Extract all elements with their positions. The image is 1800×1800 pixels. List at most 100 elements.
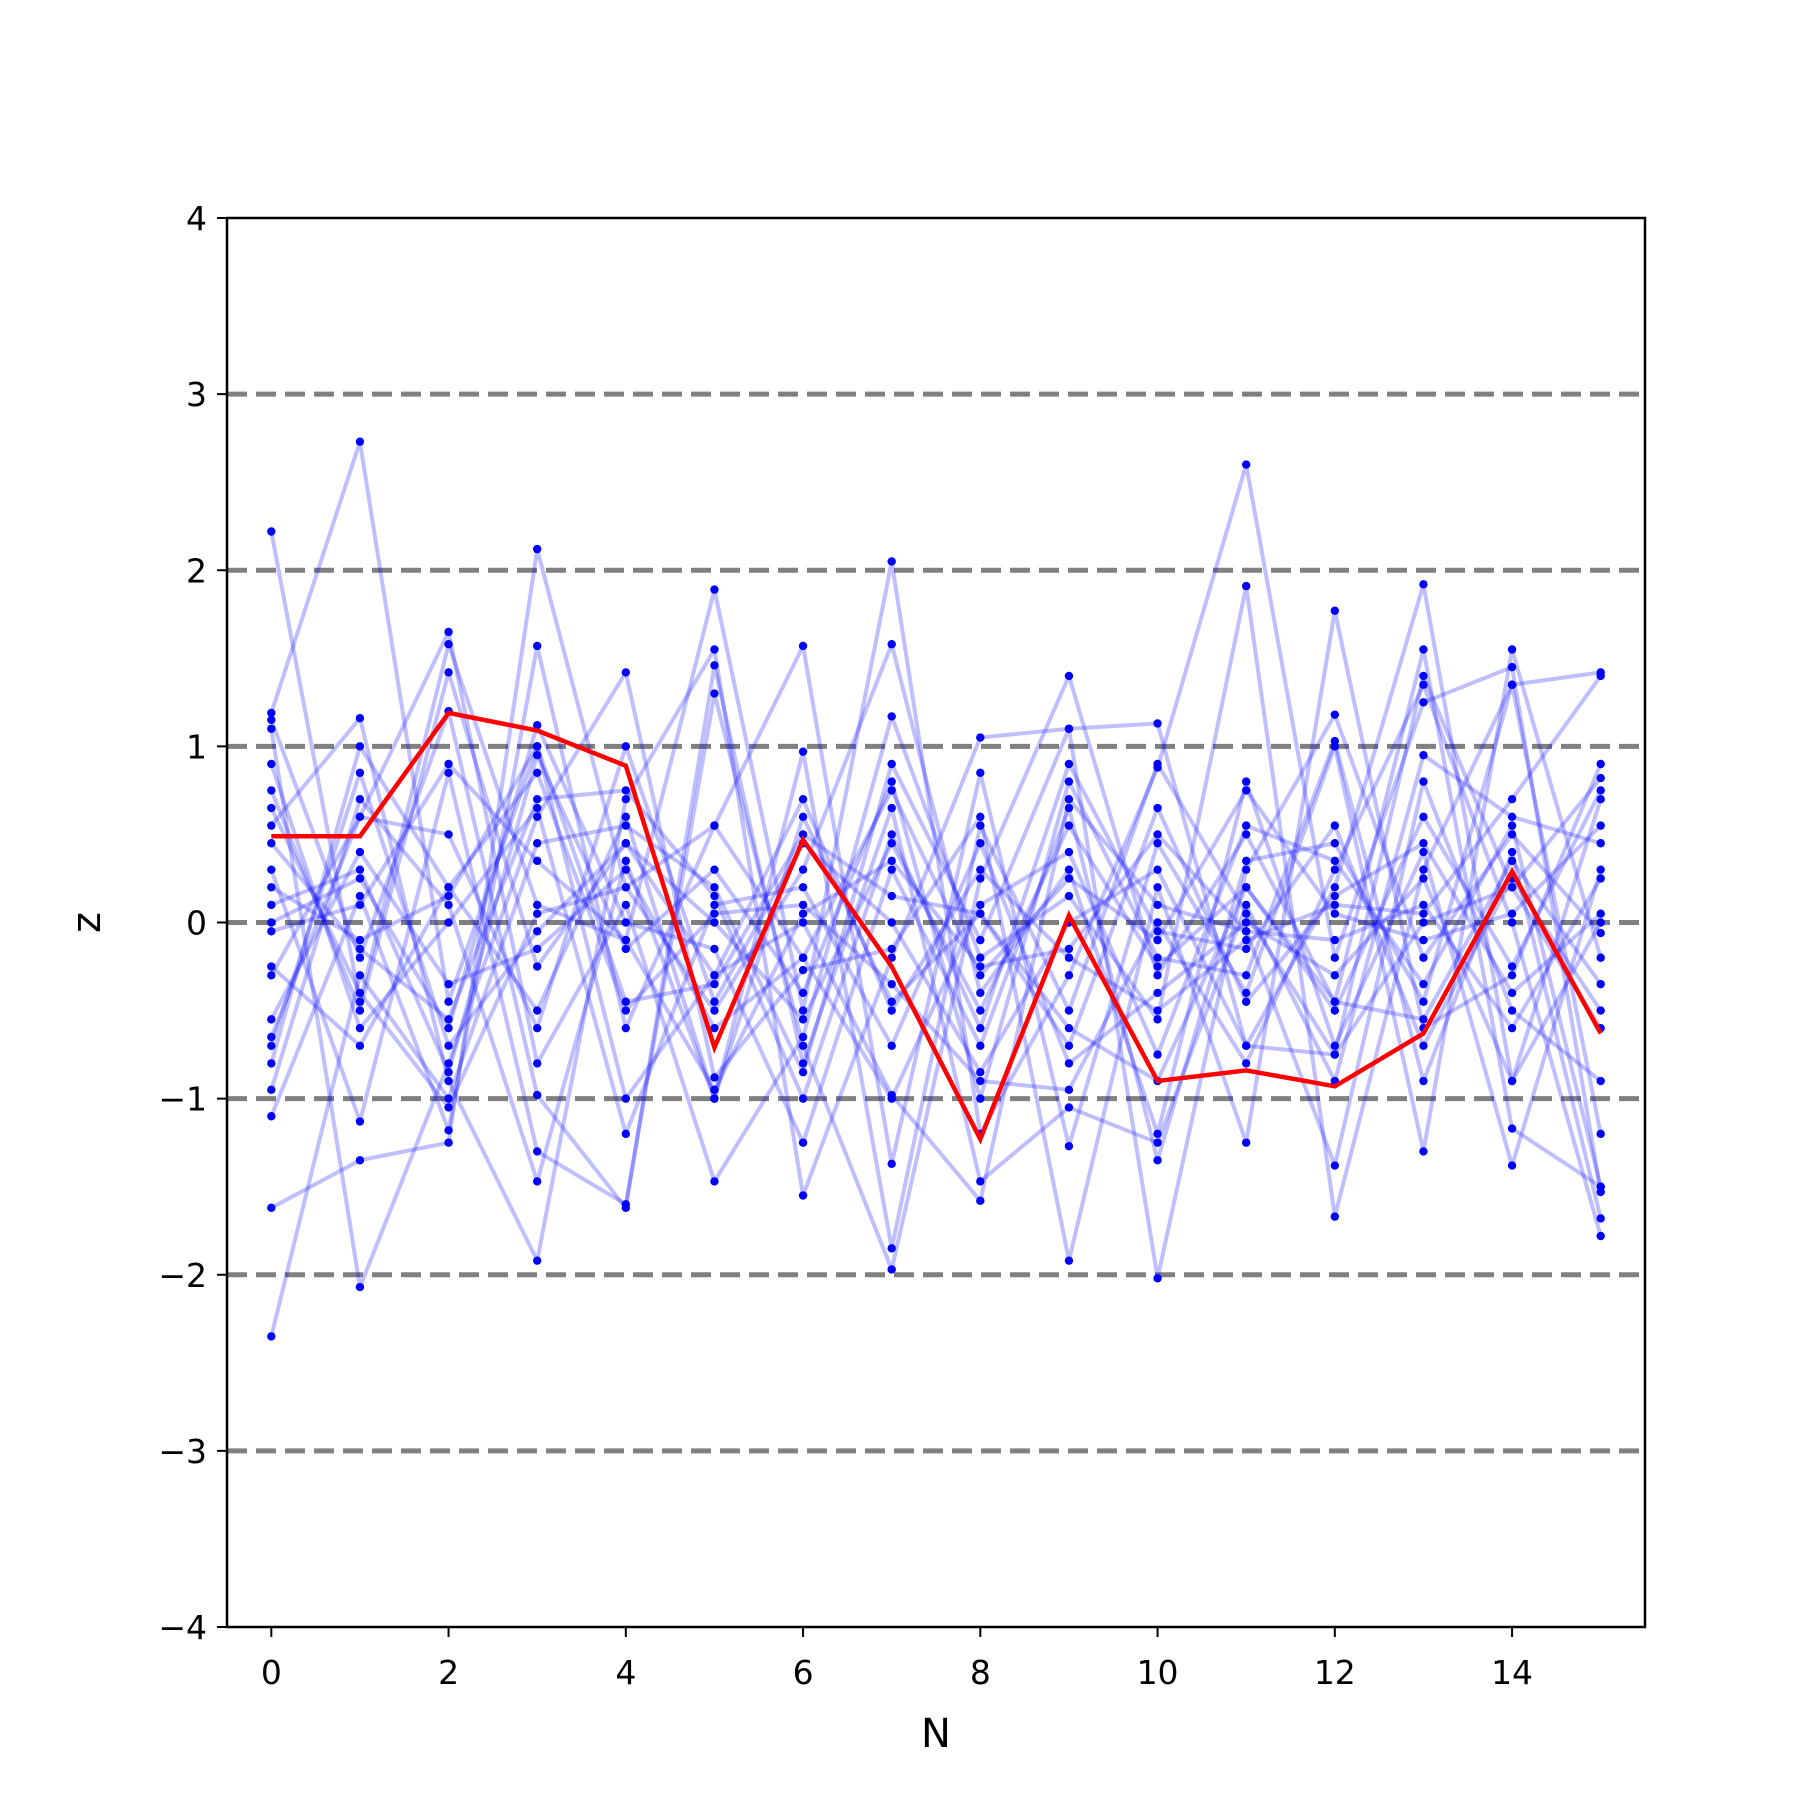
series-14-point-13 <box>1419 1076 1428 1086</box>
series-2-point-1 <box>355 437 365 446</box>
series-22-point-12 <box>1330 891 1340 901</box>
series-2-point-8 <box>976 865 985 874</box>
series-5-point-0 <box>267 821 276 830</box>
series-6-point-7 <box>887 712 896 721</box>
series-line-2 <box>269 439 1603 1101</box>
series-2-point-7 <box>887 1006 896 1015</box>
series-7-point-13 <box>1419 1147 1428 1156</box>
series-17-point-4 <box>621 935 631 945</box>
series-18-point-15 <box>1596 1182 1605 1191</box>
series-15-point-9 <box>1064 1023 1074 1033</box>
series-11-point-4 <box>621 918 631 927</box>
series-9-point-12 <box>1330 1161 1340 1170</box>
series-8-point-3 <box>532 1147 542 1156</box>
series-16-point-6 <box>798 1094 808 1103</box>
series-9-point-2 <box>444 668 453 677</box>
series-22-point-6 <box>798 830 808 839</box>
series-18-point-11 <box>1241 821 1251 830</box>
series-line-11 <box>270 682 1603 1163</box>
series-18-point-12 <box>1330 856 1340 866</box>
series-11-point-13 <box>1419 997 1428 1006</box>
series-19-point-10 <box>1153 865 1162 874</box>
series-18-point-10 <box>1153 1050 1162 1059</box>
x-tick-label-6: 12 <box>1314 1653 1356 1692</box>
series-line-17 <box>270 761 1603 1092</box>
series-3-point-0 <box>267 1203 276 1213</box>
y-tick-label-1: −3 <box>158 1432 207 1471</box>
y-tick-label-8: 4 <box>186 199 207 238</box>
series-10-point-10 <box>1153 759 1162 769</box>
series-11-point-9 <box>1064 803 1074 813</box>
series-14-point-14 <box>1507 847 1517 857</box>
series-5-point-5 <box>710 645 719 654</box>
series-20-point-15 <box>1596 918 1605 927</box>
series-4-point-6 <box>798 965 808 975</box>
series-20-point-13 <box>1419 874 1428 883</box>
series-9-point-15 <box>1596 1076 1605 1086</box>
series-3-point-11 <box>1241 777 1251 786</box>
series-21-point-9 <box>1064 874 1074 883</box>
series-10-point-7 <box>887 1244 896 1253</box>
series-0-point-3 <box>532 900 542 910</box>
series-12-point-12 <box>1330 865 1340 874</box>
series-19-point-8 <box>976 1068 985 1077</box>
series-2-point-11 <box>1241 935 1251 945</box>
series-23-point-13 <box>1419 1015 1428 1024</box>
series-18-point-4 <box>621 883 631 892</box>
x-axis-label: N <box>921 1711 951 1757</box>
series-3-point-12 <box>1330 1041 1340 1050</box>
series-9-point-8 <box>976 1196 985 1205</box>
series-line-14 <box>270 739 1603 1219</box>
series-0-point-12 <box>1330 953 1340 962</box>
series-19-point-14 <box>1507 883 1517 892</box>
series-line-19 <box>269 744 1603 1075</box>
series-6-point-13 <box>1419 865 1428 874</box>
series-4-point-14 <box>1507 971 1517 980</box>
series-17-point-5 <box>710 1085 719 1095</box>
series-7-point-7 <box>887 1159 896 1168</box>
series-15-point-1 <box>355 742 365 751</box>
x-tick-label-7: 14 <box>1491 1653 1533 1692</box>
series-20-point-5 <box>710 900 719 910</box>
series-23-point-11 <box>1241 883 1251 892</box>
series-5-point-3 <box>532 1256 542 1265</box>
series-16-point-8 <box>976 1023 985 1033</box>
series-6-point-9 <box>1064 891 1074 901</box>
series-18-point-1 <box>355 988 365 998</box>
series-12-point-13 <box>1419 680 1428 689</box>
series-15-point-2 <box>444 883 453 892</box>
series-14-point-9 <box>1064 777 1074 786</box>
series-10-point-6 <box>798 747 808 756</box>
series-15-point-6 <box>798 812 808 822</box>
series-16-point-2 <box>444 1015 453 1024</box>
series-1-point-2 <box>444 1094 453 1103</box>
series-5-point-8 <box>976 733 985 742</box>
series-1-point-3 <box>532 839 542 848</box>
series-10-point-15 <box>1596 773 1605 783</box>
series-2-point-6 <box>798 795 808 804</box>
series-12-point-15 <box>1596 1231 1605 1241</box>
series-4-point-15 <box>1596 759 1605 769</box>
series-23-point-4 <box>621 839 631 848</box>
series-23-point-0 <box>267 1041 276 1050</box>
series-7-point-0 <box>267 1112 276 1121</box>
series-20-point-10 <box>1153 988 1162 998</box>
series-19-point-13 <box>1419 918 1428 927</box>
series-line-21 <box>269 788 1603 1031</box>
series-0-point-5 <box>710 585 719 594</box>
series-16-point-13 <box>1419 1041 1428 1050</box>
series-3-point-13 <box>1419 847 1428 857</box>
reference-lines <box>227 391 1645 1454</box>
series-19-point-12 <box>1330 1050 1340 1059</box>
series-16-point-7 <box>887 830 896 839</box>
series-12-point-8 <box>976 1076 985 1086</box>
x-tick-label-1: 2 <box>438 1653 459 1692</box>
series-line-9 <box>269 670 1602 1203</box>
series-10-point-3 <box>532 1177 542 1186</box>
series-4-point-10 <box>1153 883 1162 892</box>
series-21-point-6 <box>798 953 808 962</box>
series-6-point-11 <box>1241 581 1251 591</box>
series-20-point-12 <box>1330 971 1340 980</box>
series-22-point-8 <box>976 909 985 918</box>
series-21-point-5 <box>710 1023 719 1033</box>
